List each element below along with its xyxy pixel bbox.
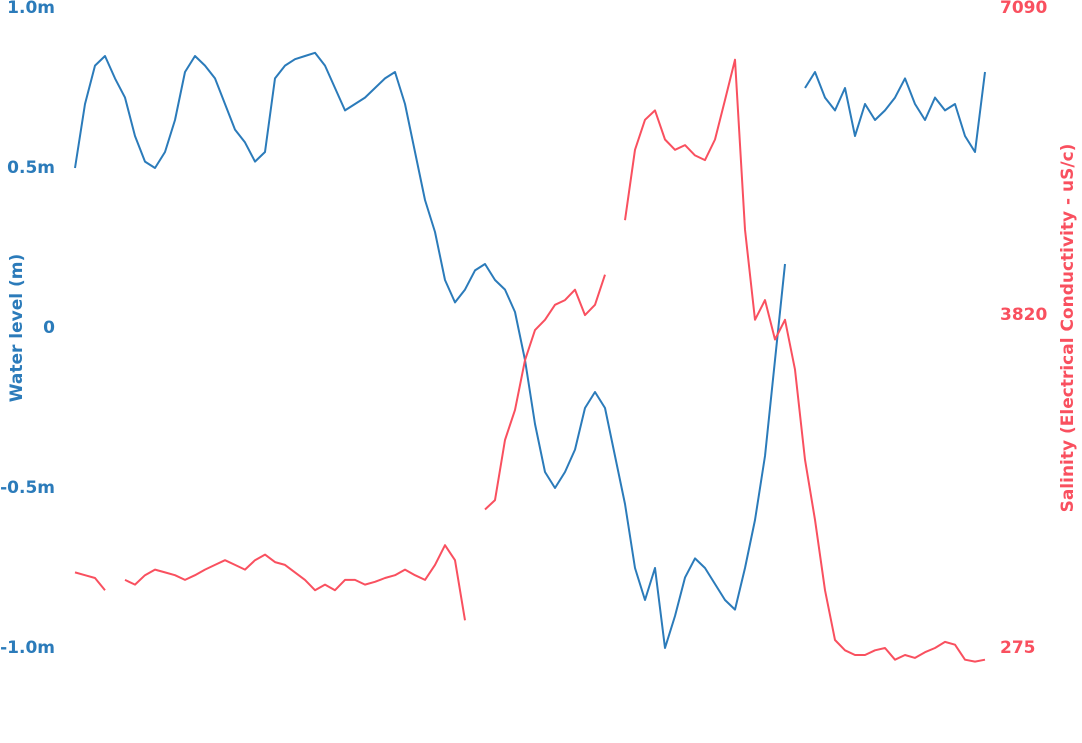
y-tick-label: -1.0m: [0, 638, 55, 658]
series-line: [74, 51, 786, 649]
series-line: [74, 571, 106, 591]
series-line: [124, 544, 466, 621]
y2-tick-label: 7090: [1000, 0, 1047, 18]
y-axis-title: Water level (m): [7, 254, 27, 403]
y-tick-label: -0.5m: [0, 478, 55, 498]
y-tick-label: 0.5m: [7, 158, 55, 178]
series-line: [624, 58, 986, 663]
series-line: [804, 71, 986, 153]
y-tick-label: 1.0m: [7, 0, 55, 18]
series-line: [484, 274, 606, 511]
y-tick-label: 0: [43, 318, 55, 338]
y2-axis-title: Salinity (Electrical Conductivity - uS/c…: [1058, 144, 1078, 513]
y2-tick-label: 3820: [1000, 305, 1047, 325]
y2-tick-label: 275: [1000, 638, 1036, 658]
